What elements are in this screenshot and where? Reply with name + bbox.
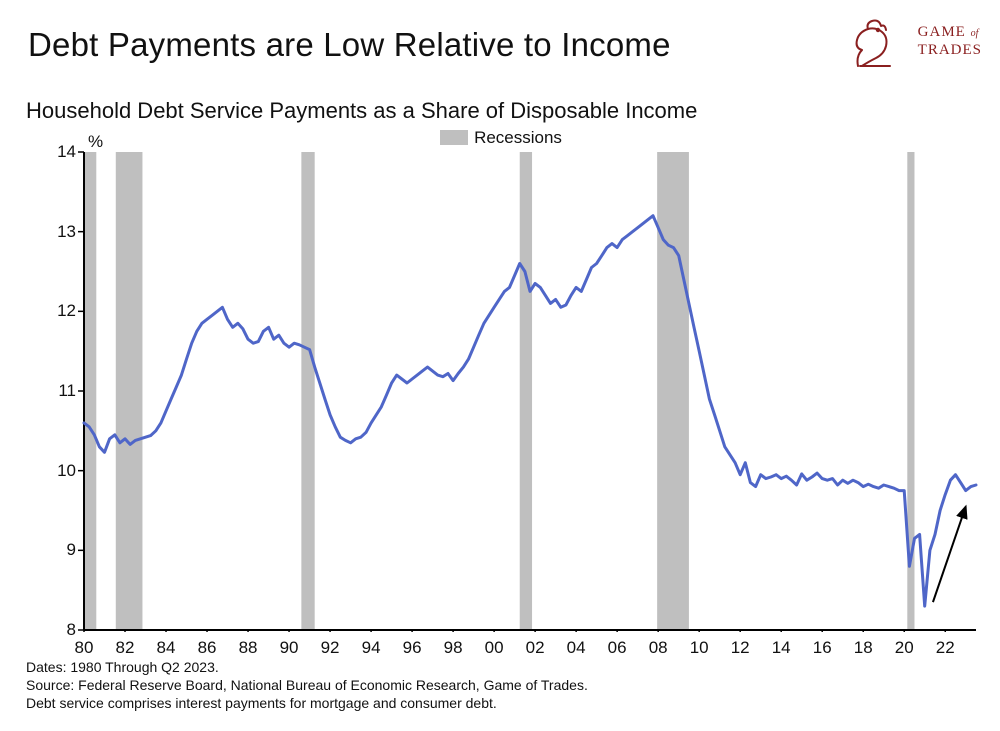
bull-icon [852, 18, 896, 68]
x-tick-label: 16 [807, 638, 837, 658]
x-tick-label: 96 [397, 638, 427, 658]
x-tick-label: 94 [356, 638, 386, 658]
chart: Recessions % 891011121314808284868890929… [26, 128, 976, 688]
brand-of: of [971, 28, 979, 39]
x-tick-label: 82 [110, 638, 140, 658]
x-tick-label: 06 [602, 638, 632, 658]
x-tick-label: 92 [315, 638, 345, 658]
footnote-1: Dates: 1980 Through Q2 2023. [26, 658, 219, 676]
footnote-2: Source: Federal Reserve Board, National … [26, 676, 588, 694]
x-tick-label: 98 [438, 638, 468, 658]
x-tick-label: 10 [684, 638, 714, 658]
y-tick-label: 8 [46, 620, 76, 640]
x-tick-label: 14 [766, 638, 796, 658]
x-tick-label: 20 [889, 638, 919, 658]
x-tick-label: 04 [561, 638, 591, 658]
y-tick-label: 9 [46, 540, 76, 560]
footnote-3: Debt service comprises interest payments… [26, 694, 497, 712]
brand-line1: GAME [918, 24, 966, 40]
x-tick-label: 12 [725, 638, 755, 658]
x-tick-label: 90 [274, 638, 304, 658]
x-tick-label: 86 [192, 638, 222, 658]
page: Debt Payments are Low Relative to Income… [0, 0, 1000, 731]
x-tick-label: 08 [643, 638, 673, 658]
y-tick-label: 13 [46, 222, 76, 242]
brand-text: GAME of TRADES [918, 24, 982, 59]
x-tick-label: 00 [479, 638, 509, 658]
brand-line2: TRADES [918, 42, 982, 58]
page-subtitle: Household Debt Service Payments as a Sha… [26, 98, 697, 124]
x-tick-label: 18 [848, 638, 878, 658]
x-tick-label: 02 [520, 638, 550, 658]
chart-plot [26, 128, 978, 632]
x-tick-label: 88 [233, 638, 263, 658]
y-tick-label: 10 [46, 461, 76, 481]
x-tick-label: 22 [930, 638, 960, 658]
page-title: Debt Payments are Low Relative to Income [28, 26, 671, 64]
y-tick-label: 11 [46, 381, 76, 401]
y-tick-label: 14 [46, 142, 76, 162]
y-tick-label: 12 [46, 301, 76, 321]
x-tick-label: 80 [69, 638, 99, 658]
brand-logo: GAME of TRADES [852, 18, 982, 68]
x-tick-label: 84 [151, 638, 181, 658]
